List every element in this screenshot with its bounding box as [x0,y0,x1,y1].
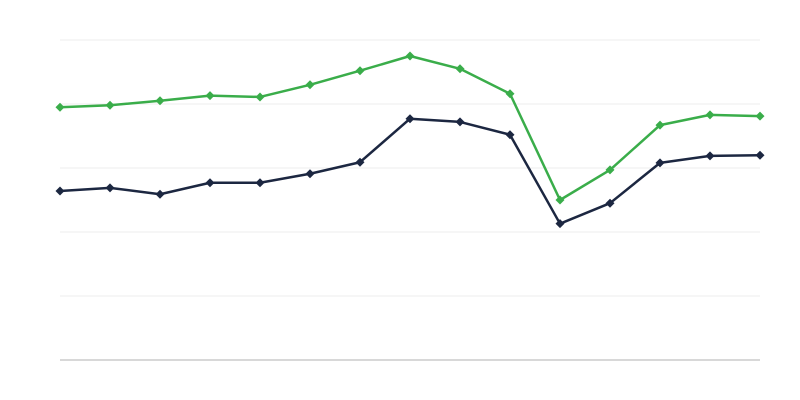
marker [105,183,115,193]
marker [105,100,115,110]
marker [505,130,515,140]
marker [705,110,715,120]
marker [305,169,315,179]
marker [655,120,665,130]
marker [605,165,615,175]
marker [455,117,465,127]
line [59,117,761,225]
marker [555,195,565,205]
line [59,54,761,202]
marker [305,80,315,90]
marker [405,51,415,61]
marker [155,189,165,199]
marker [255,178,265,188]
marker [255,92,265,102]
marker [455,64,465,74]
marker [605,198,615,208]
marker [55,102,65,112]
marker [555,219,565,229]
marker [505,89,515,99]
marker [755,150,765,160]
marker [355,66,365,76]
marker [205,178,215,188]
marker [205,91,215,101]
marker [755,111,765,121]
marker [355,157,365,167]
marker [155,96,165,106]
marker [705,151,715,161]
marker [55,186,65,196]
marker [405,114,415,124]
marker [655,158,665,168]
